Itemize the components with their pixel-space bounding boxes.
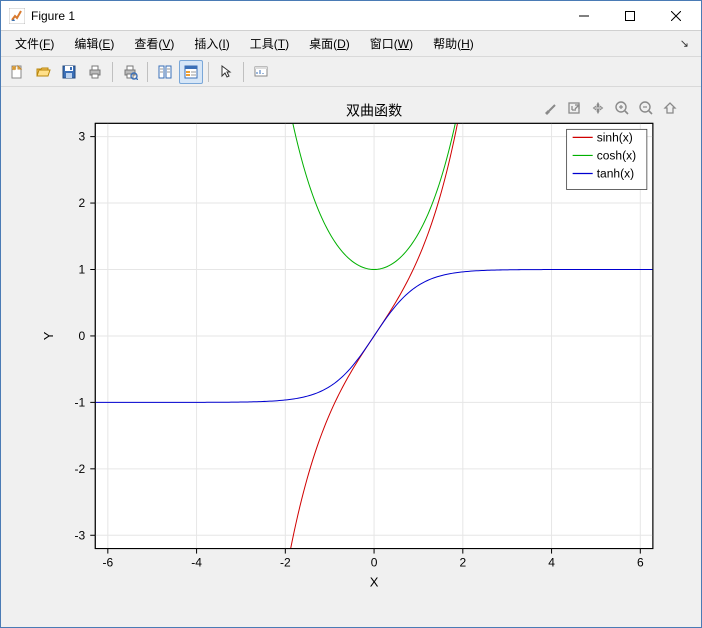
ytick-label: -2	[75, 462, 86, 476]
xtick-label: 4	[548, 556, 555, 570]
ytick-label: -3	[75, 528, 86, 542]
toolbar-separator	[112, 62, 113, 82]
inspector-button[interactable]	[179, 60, 203, 84]
menu-t[interactable]: 工具(T)	[240, 31, 299, 56]
print-button[interactable]	[83, 60, 107, 84]
figure-body: -6 -4 -2 0 2 4 6 -3 -2 -1 0 1 2 3 X Y 双曲函数 sinh(x) cosh(x)…	[1, 87, 701, 627]
save-button[interactable]	[57, 60, 81, 84]
zoom-out-icon[interactable]	[637, 99, 655, 117]
menu-v[interactable]: 查看(V)	[124, 31, 184, 56]
toolbar-separator	[208, 62, 209, 82]
minimize-button[interactable]	[561, 1, 607, 31]
figure-window: Figure 1 文件(F)编辑(E)查看(V)插入(I)工具(T)桌面(D)窗…	[0, 0, 702, 628]
menubar: 文件(F)编辑(E)查看(V)插入(I)工具(T)桌面(D)窗口(W)帮助(H)…	[1, 31, 701, 57]
chart-title: 双曲函数	[346, 102, 402, 118]
xtick-label: -6	[102, 556, 113, 570]
zoom-in-icon[interactable]	[613, 99, 631, 117]
plot-canvas: -6 -4 -2 0 2 4 6 -3 -2 -1 0 1 2 3 X Y 双曲函数 sinh(x) cosh(x)…	[5, 91, 697, 623]
toolbar-separator	[243, 62, 244, 82]
matlab-icon	[9, 8, 25, 24]
link-button[interactable]	[153, 60, 177, 84]
export-icon[interactable]	[565, 99, 583, 117]
xtick-label: 6	[637, 556, 644, 570]
ylabel: Y	[41, 331, 56, 340]
xtick-label: -4	[191, 556, 202, 570]
close-button[interactable]	[653, 1, 699, 31]
menu-e[interactable]: 编辑(E)	[64, 31, 124, 56]
open-button[interactable]	[31, 60, 55, 84]
xlabel: X	[370, 575, 379, 590]
datatips-button[interactable]	[249, 60, 273, 84]
ytick-label: 1	[79, 263, 86, 277]
toolbar	[1, 57, 701, 87]
window-title: Figure 1	[31, 9, 561, 23]
ytick-label: 0	[79, 329, 86, 343]
legend-label: tanh(x)	[597, 166, 634, 180]
menu-w[interactable]: 窗口(W)	[360, 31, 423, 56]
ytick-label: -1	[75, 395, 86, 409]
menu-d[interactable]: 桌面(D)	[299, 31, 360, 56]
xtick-label: -2	[280, 556, 291, 570]
pointer-button[interactable]	[214, 60, 238, 84]
legend-label: cosh(x)	[597, 148, 636, 162]
xtick-label: 0	[371, 556, 378, 570]
menu-i[interactable]: 插入(I)	[184, 31, 239, 56]
new-button[interactable]	[5, 60, 29, 84]
legend-label: sinh(x)	[597, 130, 633, 144]
menu-f[interactable]: 文件(F)	[5, 31, 64, 56]
brush-icon[interactable]	[541, 99, 559, 117]
axes-toolbar	[541, 99, 679, 117]
print-preview-button[interactable]	[118, 60, 142, 84]
xtick-label: 2	[459, 556, 466, 570]
titlebar: Figure 1	[1, 1, 701, 31]
menu-h[interactable]: 帮助(H)	[423, 31, 484, 56]
toolbar-separator	[147, 62, 148, 82]
home-icon[interactable]	[661, 99, 679, 117]
ytick-label: 3	[79, 130, 86, 144]
ytick-label: 2	[79, 196, 86, 210]
menu-overflow-icon[interactable]: ↘	[672, 37, 697, 50]
pan-icon[interactable]	[589, 99, 607, 117]
axes-area: -6 -4 -2 0 2 4 6 -3 -2 -1 0 1 2 3 X Y 双曲函数 sinh(x) cosh(x)…	[5, 91, 697, 623]
maximize-button[interactable]	[607, 1, 653, 31]
